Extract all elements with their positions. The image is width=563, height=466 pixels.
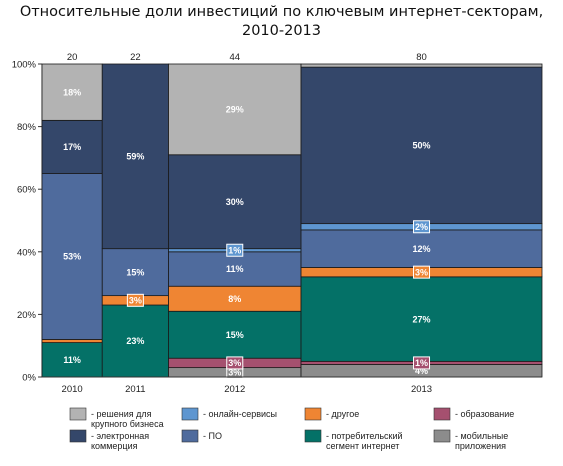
x-tick-label: 2011 — [125, 384, 145, 395]
segment-label: 30% — [226, 197, 244, 207]
legend-label-software: - ПО — [203, 431, 222, 441]
bar-segment-consumer — [101, 304, 169, 378]
segment-label: 59% — [126, 152, 144, 162]
chart-title-line-2: 2010-2013 — [241, 23, 322, 39]
bar-segment-enterprise — [41, 63, 103, 121]
badge-education — [226, 356, 244, 370]
column-total: 20 — [67, 52, 78, 63]
legend-label-consumer: сегмент интернет — [326, 441, 399, 451]
bar-segment-consumer — [168, 310, 302, 359]
legend-label-other: - другое — [326, 409, 359, 419]
badge-label: 3% — [415, 267, 428, 277]
segment-label: 8% — [228, 294, 241, 304]
badge-education — [413, 356, 431, 370]
segment-label: 17% — [63, 142, 81, 152]
legend-swatch-ecommerce — [69, 429, 87, 443]
column-total: 22 — [130, 52, 141, 63]
y-tick-label: 60% — [17, 185, 37, 196]
segment-label: 18% — [63, 87, 81, 97]
bar-segment-ecommerce — [300, 66, 543, 225]
segment-labels: 11%53%17%18%23%3%15%59%3%3%15%8%11%1%30%… — [63, 87, 431, 379]
badge-label: 2% — [415, 222, 428, 232]
segment-label: 11% — [63, 355, 81, 365]
segment-label: 27% — [413, 314, 431, 324]
y-tick-label: 40% — [17, 247, 37, 258]
legend-swatch-other — [304, 407, 322, 421]
legend-label-mobile: приложения — [455, 441, 506, 451]
badge-other — [126, 293, 144, 307]
badge-label: 1% — [415, 358, 428, 368]
x-tick-label: 2012 — [224, 384, 245, 395]
legend-swatch-education — [433, 407, 451, 421]
segment-label: 50% — [413, 141, 431, 151]
segment-label: 23% — [126, 336, 144, 346]
legend-label-online: - онлайн-сервисы — [203, 409, 277, 419]
x-tick-label: 2010 — [62, 384, 83, 395]
bar-segment-consumer — [300, 276, 543, 362]
x-axis: 2010 2011 2012 2013 — [42, 376, 542, 395]
legend-label-ecommerce: - электронная — [91, 431, 149, 441]
legend-label-education: - образование — [455, 409, 514, 419]
legend-label-consumer: - потребительский — [326, 431, 403, 441]
y-tick-label: 80% — [17, 122, 37, 133]
legend-swatch-software — [181, 429, 199, 443]
legend-label-mobile: - мобильные — [455, 431, 508, 441]
y-tick-label: 0% — [22, 373, 36, 384]
badge-label: 1% — [228, 245, 241, 255]
legend-label-enterprise: крупного бизнеса — [91, 419, 164, 429]
badge-online — [226, 243, 244, 257]
y-tick-label: 100% — [12, 60, 37, 71]
segment-label: 53% — [63, 252, 81, 262]
badge-online — [413, 220, 431, 234]
column-total: 80 — [416, 52, 427, 63]
segment-label: 11% — [226, 264, 244, 274]
segment-label: 15% — [226, 330, 244, 340]
legend-label-enterprise: - решения для — [91, 409, 152, 419]
segment-label: 4% — [415, 366, 428, 376]
bar-segment-ecommerce — [168, 154, 302, 250]
segment-label: 15% — [126, 267, 144, 277]
legend-swatch-enterprise — [69, 407, 87, 421]
bar-segment-other — [41, 339, 103, 343]
x-tick-label: 2013 — [411, 384, 432, 395]
bar-segment-other — [168, 285, 302, 312]
badge-label: 3% — [228, 358, 241, 368]
bar-segment-software — [168, 251, 302, 287]
bars — [41, 63, 543, 378]
column-total: 44 — [229, 52, 240, 63]
y-axis: 0% 20% 40% 60% 80% 100% — [12, 60, 43, 384]
bar-segment-enterprise — [300, 63, 543, 68]
column-totals: 20 22 44 80 — [67, 52, 427, 63]
chart-title: Относительные доли инвестиций по ключевы… — [0, 3, 563, 41]
legend-swatch-online — [181, 407, 199, 421]
legend-label-ecommerce: коммерция — [91, 441, 138, 451]
badge-label: 3% — [228, 368, 241, 378]
bar-segment-software — [41, 173, 103, 340]
badge-label: 3% — [129, 296, 142, 306]
badge-other — [413, 265, 431, 279]
chart-title-line-1: Относительные доли инвестиций по ключевы… — [19, 4, 544, 20]
legend-swatch-mobile — [433, 429, 451, 443]
y-tick-label: 20% — [17, 310, 37, 321]
bar-segment-ecommerce — [101, 63, 169, 250]
segment-label: 29% — [226, 105, 244, 115]
legend-swatch-consumer — [304, 429, 322, 443]
segment-label: 12% — [413, 244, 431, 254]
